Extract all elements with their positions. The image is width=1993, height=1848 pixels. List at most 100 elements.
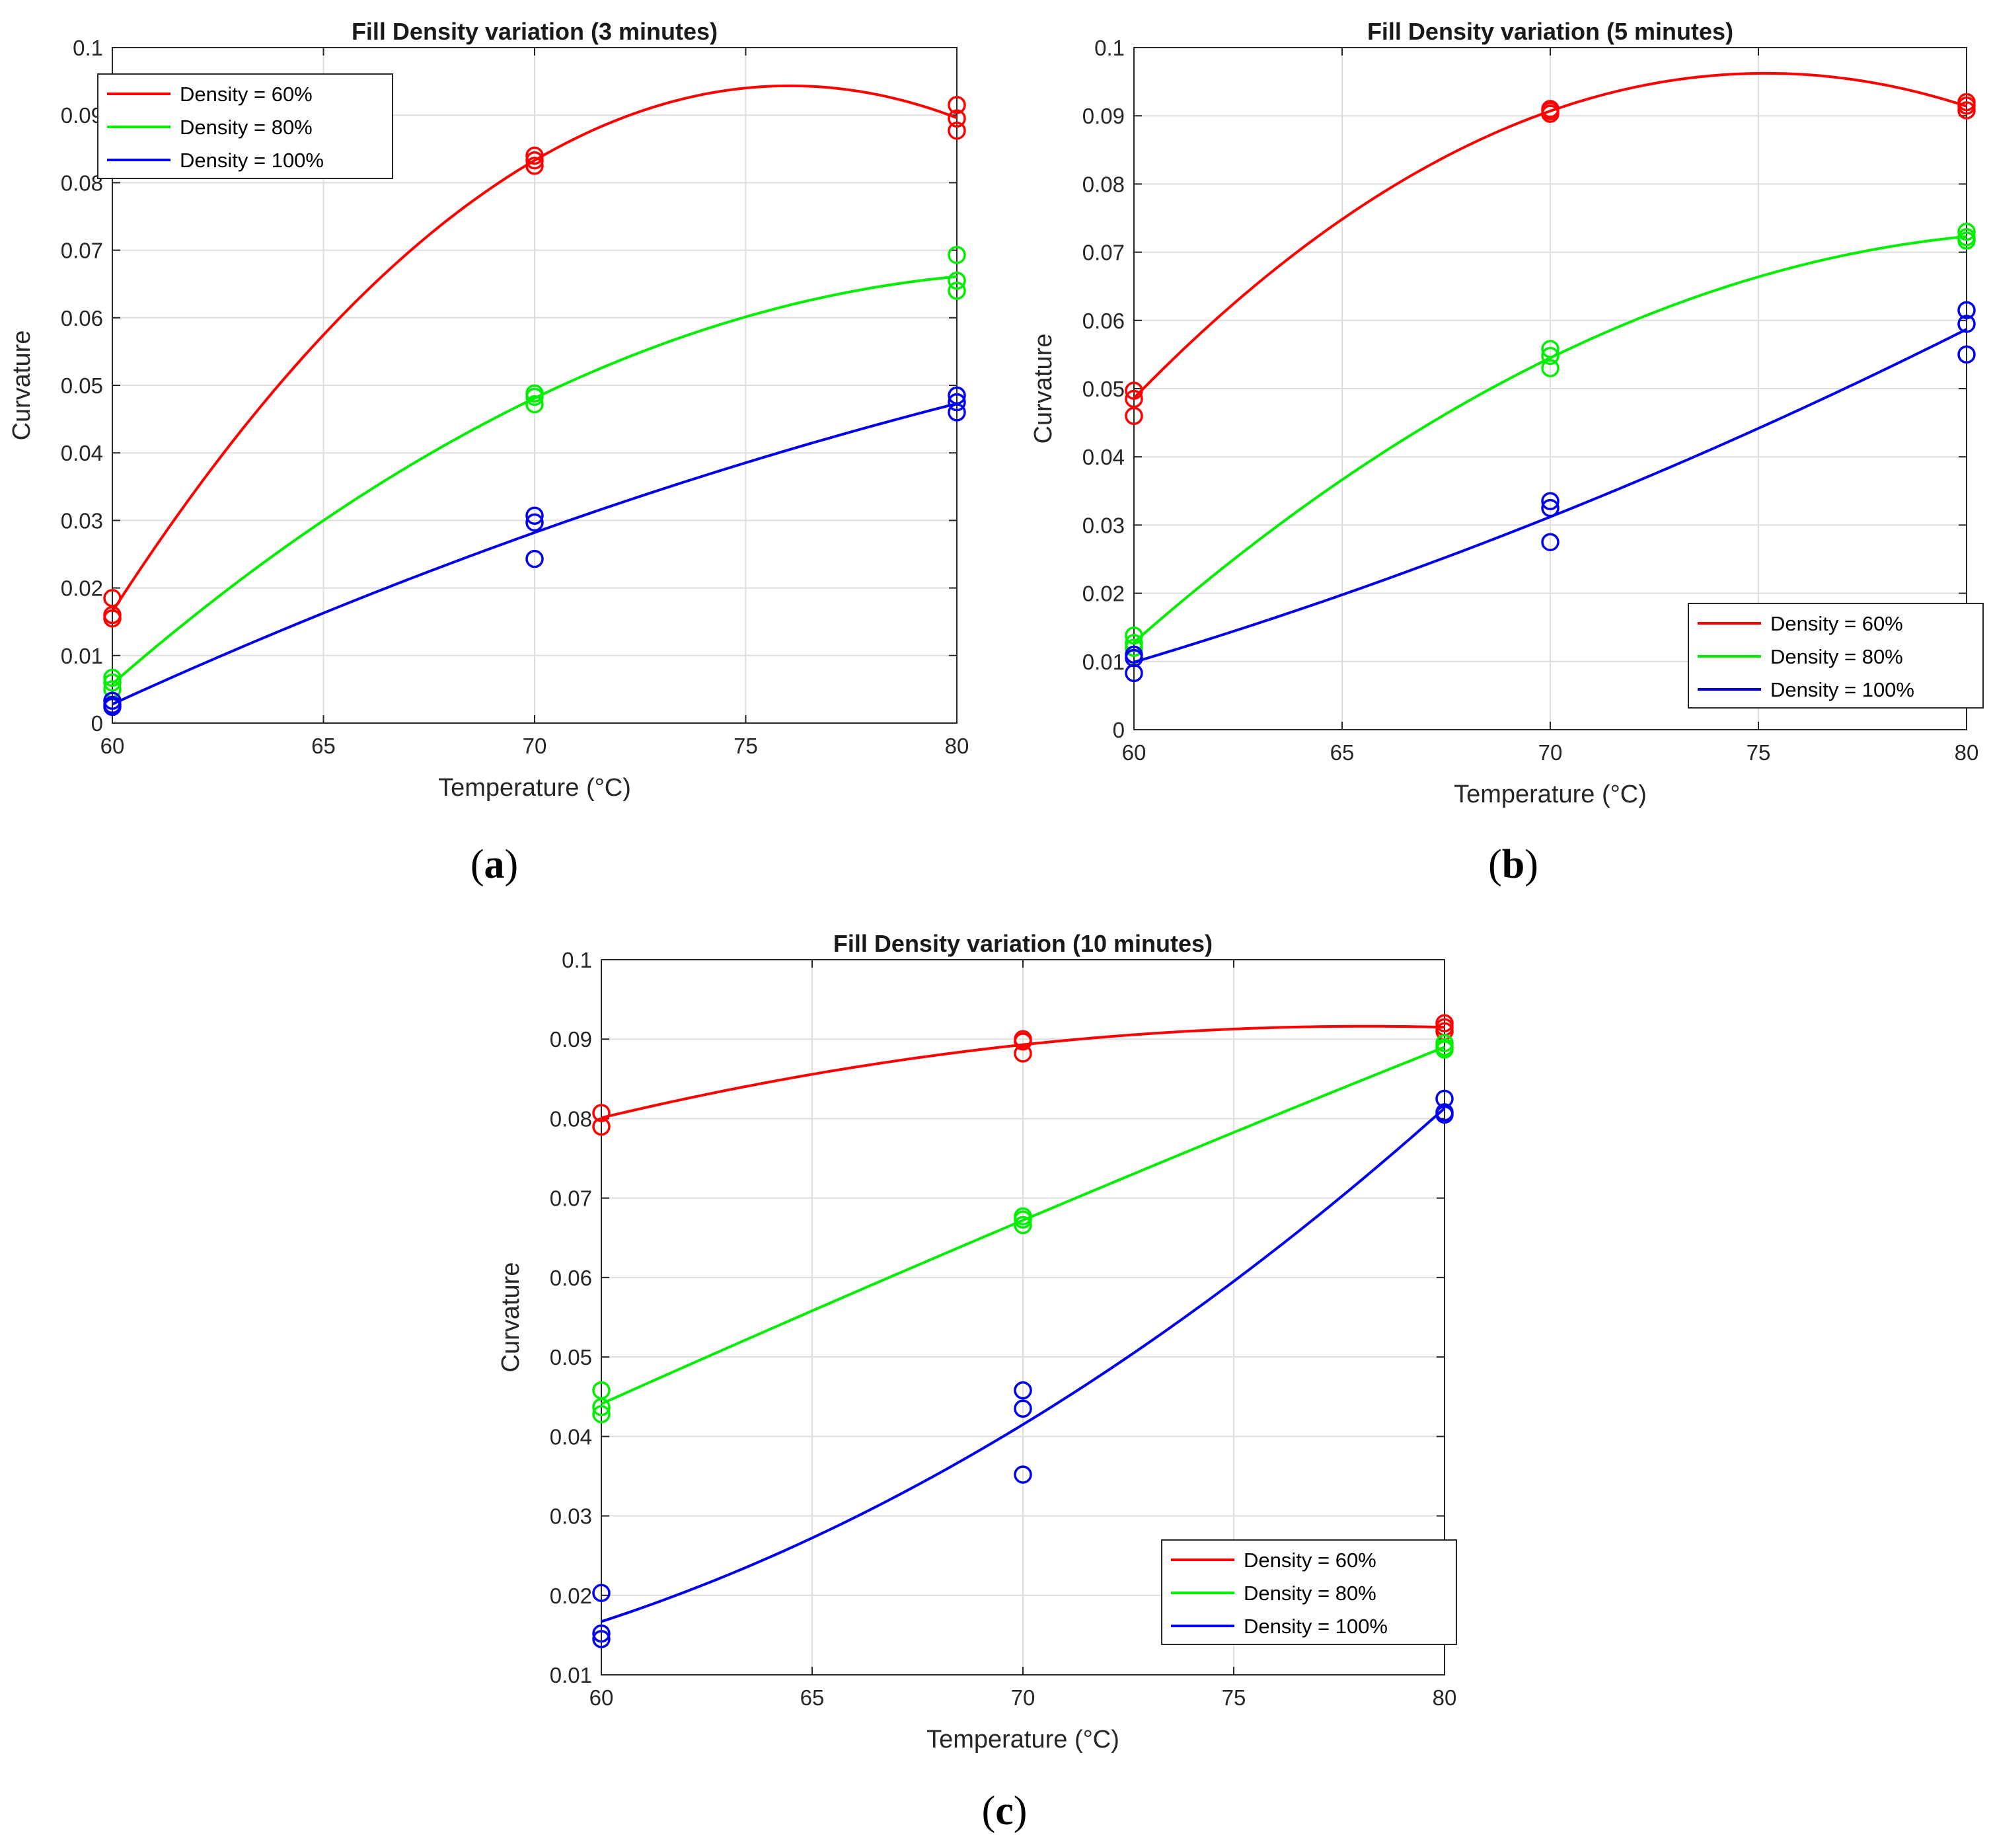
chart-1-legend: Density = 60% Density = 80% Density = 100%: [97, 73, 393, 179]
chart-1-series-2-data-point: [525, 387, 544, 406]
chart-3-series-3-data-point: [1435, 1105, 1454, 1124]
chart-3-y-tick-label: 0.08: [550, 1106, 592, 1131]
chart-2-series-3-data-point: [1957, 301, 1976, 320]
chart-3-y-tick-label: 0.09: [550, 1027, 592, 1052]
chart-1-series-2-fit-line: [111, 275, 958, 685]
chart-3-x-tick-label: 80: [1433, 1685, 1457, 1710]
chart-2-legend-label-2: Density = 80%: [1770, 645, 1903, 668]
chart-3-series-2-data-point: [1014, 1210, 1032, 1229]
chart-2-y-tick-label: 0.09: [1082, 104, 1125, 128]
chart-1-series-3-data-point: [948, 403, 966, 422]
chart-panel-a: 60 65 70 75 80 0 0.01 0.02 0.03 0.04 0.05 0.06 0.07 0…: [8, 18, 969, 802]
chart-2-series-2-data-point: [1541, 346, 1560, 366]
chart-2-title: Fill Density variation (5 minutes): [1367, 18, 1733, 45]
chart-3-y-axis-label: Curvature: [497, 1262, 525, 1373]
chart-1-x-tick-label: 80: [945, 734, 969, 758]
chart-2-series-3-data-point: [1957, 315, 1976, 333]
chart-2-series-1-data-point: [1125, 389, 1143, 408]
chart-3-series-1-data-point: [592, 1104, 611, 1122]
chart-3-x-tick-label: 70: [1011, 1685, 1035, 1710]
panel-label-b: (b): [1488, 842, 1538, 887]
chart-2-x-tick-label: 80: [1955, 740, 1979, 765]
chart-2-series-2-data-point: [1125, 638, 1143, 657]
chart-1-x-tick-label: 65: [311, 734, 336, 758]
chart-1-series-1-data-point: [948, 121, 966, 140]
chart-1-series-3-data-point: [103, 697, 122, 716]
chart-3-y-tick-label: 0.1: [562, 948, 592, 972]
chart-3-series-3-data-point: [1014, 1465, 1032, 1484]
chart-2-y-tick-label: 0.05: [1082, 377, 1125, 401]
chart-1-series-3-data-point: [525, 513, 544, 532]
chart-2-y-tick-label: 0: [1113, 718, 1125, 742]
chart-3-legend-label-3: Density = 100%: [1244, 1615, 1388, 1638]
chart-2-x-tick-label: 70: [1538, 740, 1563, 765]
chart-2-series-2-data-point: [1541, 340, 1560, 358]
chart-2-y-tick-label: 0.04: [1082, 445, 1125, 469]
chart-1-x-axis-label: Temperature (°C): [438, 774, 631, 802]
chart-2-series-2-data-point: [1957, 231, 1976, 250]
chart-2-series-1-data-point: [1125, 381, 1143, 400]
chart-3-series-3-data-point: [592, 1630, 611, 1648]
svg-text:(b): (b): [1488, 842, 1538, 887]
chart-3-series-1-data-point: [1014, 1032, 1032, 1051]
chart-3-title: Fill Density variation (10 minutes): [833, 930, 1213, 957]
chart-2-series-2-data-point: [1541, 359, 1560, 377]
chart-1-y-tick-label: 0.06: [61, 306, 103, 330]
chart-2-y-tick-label: 0.03: [1082, 513, 1125, 537]
chart-1-x-tick-label: 75: [733, 734, 758, 758]
panel-label-c: (c): [982, 1789, 1028, 1833]
chart-1-series-1-fit-line: [111, 84, 958, 613]
chart-2-series-1-data-point: [1957, 96, 1976, 115]
chart-3-series-2-data-point: [1435, 1040, 1454, 1059]
chart-3-legend-label-2: Density = 80%: [1244, 1582, 1376, 1605]
chart-2-x-axis-label: Temperature (°C): [1454, 781, 1647, 808]
chart-3-y-tick-label: 0.02: [550, 1584, 592, 1608]
chart-2-y-tick-label: 0.07: [1082, 241, 1125, 265]
chart-3-series-1-data-point: [1014, 1044, 1032, 1063]
chart-1-y-tick-label: 0.09: [61, 103, 103, 128]
chart-1-series-3-data-point: [525, 549, 544, 568]
chart-1-y-tick-label: 0: [91, 711, 103, 736]
chart-3-series-2-data-point: [592, 1405, 611, 1424]
chart-1-x-tick-label: 70: [523, 734, 547, 758]
chart-1-series-2-data-point: [525, 395, 544, 414]
chart-1-x-tick-label: 60: [100, 734, 125, 758]
chart-1-series-1-data-point: [525, 157, 544, 175]
chart-2-y-tick-label: 0.1: [1094, 36, 1125, 60]
chart-1-legend-label-1: Density = 60%: [180, 83, 313, 106]
chart-2-y-axis-label: Curvature: [1030, 334, 1057, 444]
chart-2-x-tick-label: 60: [1122, 740, 1147, 765]
chart-2-series-2-data-point: [1125, 626, 1143, 645]
chart-1-legend-label-2: Density = 80%: [180, 116, 313, 139]
panel-label-b-letter: b: [1502, 842, 1524, 887]
chart-3-legend: Density = 60% Density = 80% Density = 100%: [1161, 1539, 1457, 1645]
chart-1-y-tick-label: 0.03: [61, 508, 103, 533]
chart-2-series-2-data-point: [1957, 222, 1976, 241]
chart-3-x-tick-label: 60: [589, 1685, 614, 1710]
chart-1-y-tick-label: 0.01: [61, 644, 103, 668]
chart-3-y-tick-label: 0.06: [550, 1266, 592, 1290]
chart-2-legend: Density = 60% Density = 80% Density = 100%: [1688, 603, 1984, 709]
chart-2-series-3-data-point: [1125, 664, 1143, 683]
chart-1-series-2-data-point: [948, 246, 966, 264]
chart-1-series-3-data-point: [948, 393, 966, 412]
chart-2-legend-label-3: Density = 100%: [1770, 678, 1914, 701]
chart-1-series-1-data-point: [525, 151, 544, 170]
chart-3-series-3-data-point: [1014, 1381, 1032, 1400]
chart-1-y-tick-label: 0.1: [73, 36, 103, 60]
chart-2-y-tick-label: 0.08: [1082, 172, 1125, 196]
chart-2-series-1-data-point: [1125, 406, 1143, 426]
chart-3-series-2-fit-line: [601, 1046, 1445, 1405]
chart-2-series-1-data-point: [1957, 101, 1976, 120]
chart-2-series-3-data-point: [1541, 498, 1560, 518]
svg-text:(c): (c): [982, 1789, 1028, 1833]
chart-1-series-2-data-point: [948, 282, 966, 300]
chart-1-series-1-data-point: [525, 146, 544, 165]
chart-1-legend-label-3: Density = 100%: [180, 149, 324, 172]
chart-1-title: Fill Density variation (3 minutes): [352, 18, 718, 45]
chart-3-x-tick-label: 75: [1222, 1685, 1246, 1710]
chart-2-y-tick-label: 0.02: [1082, 582, 1125, 606]
chart-3-y-tick-label: 0.03: [550, 1504, 592, 1529]
chart-3-y-tick-label: 0.04: [550, 1424, 592, 1449]
chart-3-series-3-data-point: [592, 1584, 611, 1602]
